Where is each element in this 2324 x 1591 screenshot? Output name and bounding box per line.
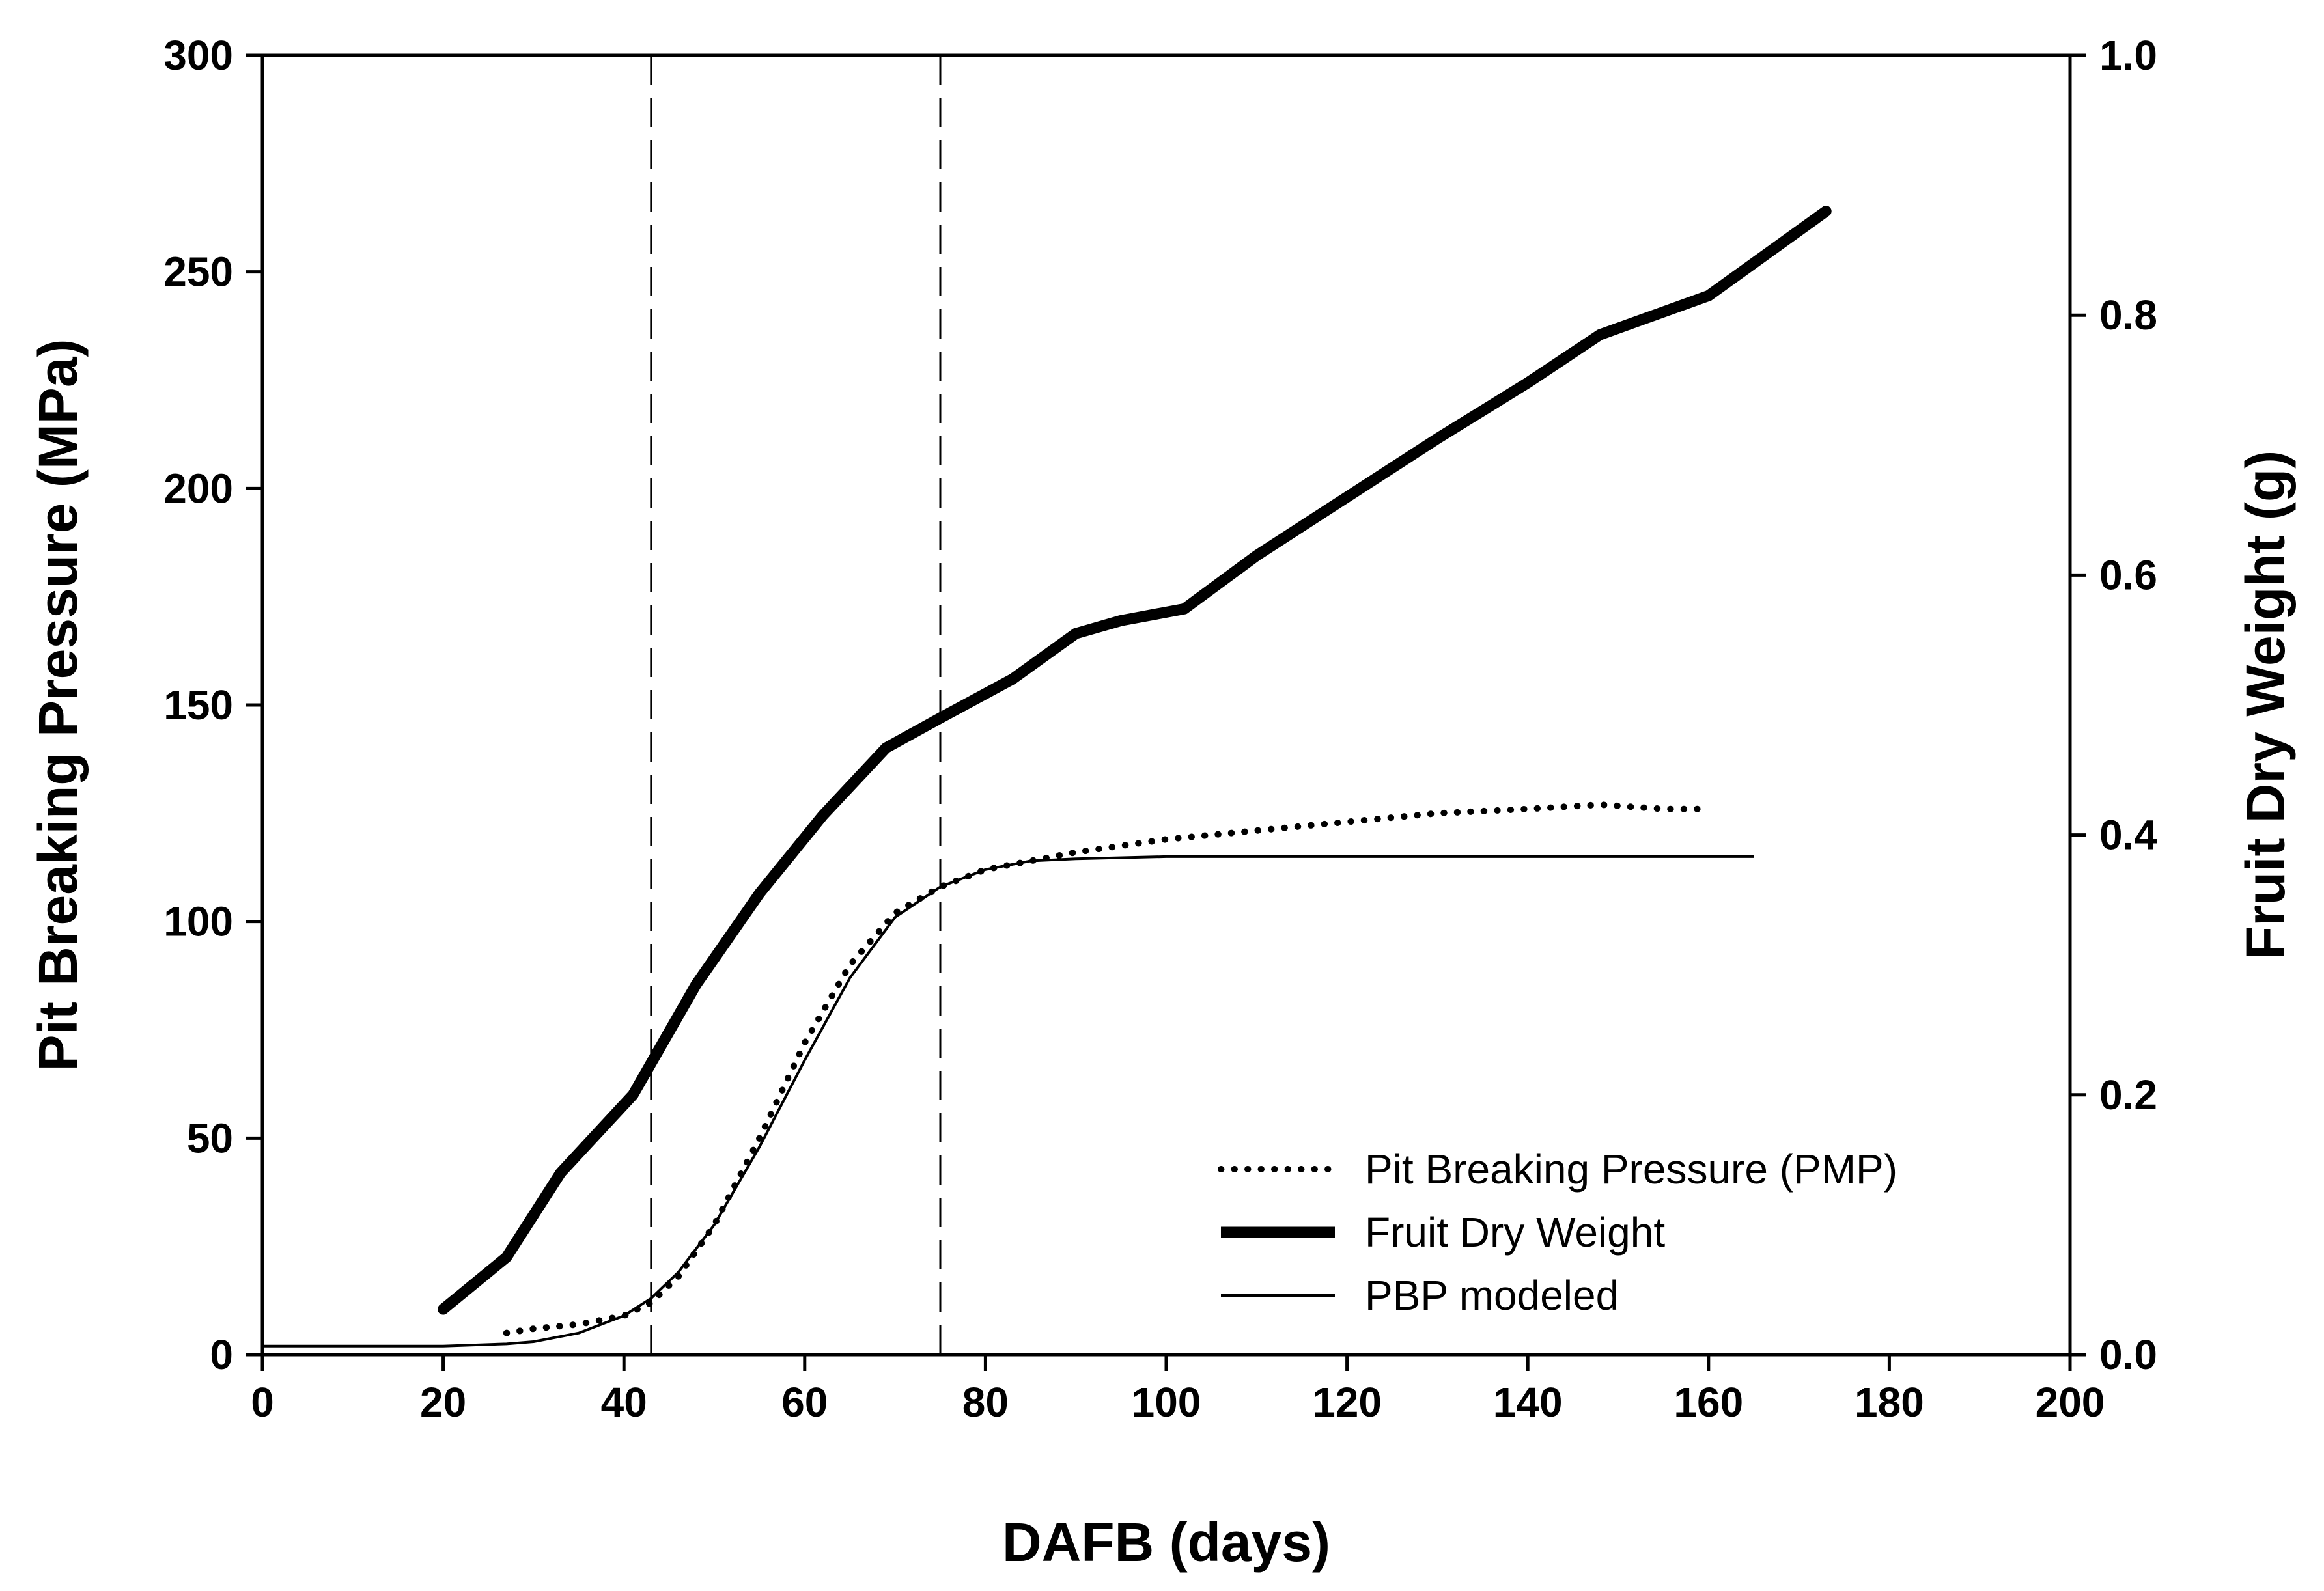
series-pbp-modeled xyxy=(262,855,1754,1348)
y-tick-label: 200 xyxy=(163,465,233,512)
y-tick-label: 0 xyxy=(210,1331,233,1378)
y2-tick-label: 0.2 xyxy=(2099,1072,2157,1118)
y-tick-label: 50 xyxy=(187,1114,233,1161)
y2-tick-label: 1.0 xyxy=(2099,32,2157,79)
x-tick-label: 120 xyxy=(1312,1379,1382,1426)
y-tick-label: 100 xyxy=(163,898,233,945)
y2-tick-label: 0.8 xyxy=(2099,292,2157,339)
y2-tick-label: 0.0 xyxy=(2099,1331,2157,1378)
x-tick-label: 200 xyxy=(2036,1379,2105,1426)
x-axis-title: DAFB (days) xyxy=(1002,1512,1330,1573)
x-tick-label: 60 xyxy=(781,1379,828,1426)
y-axis-title-left: Pit Breaking Pressure (MPa) xyxy=(27,339,89,1071)
x-tick-label: 80 xyxy=(962,1379,1009,1426)
x-tick-label: 0 xyxy=(251,1379,274,1426)
y-tick-label: 300 xyxy=(163,32,233,79)
x-tick-label: 20 xyxy=(420,1379,466,1426)
y2-tick-label: 0.6 xyxy=(2099,551,2157,598)
legend: Pit Breaking Pressure (PMP) Fruit Dry We… xyxy=(1218,1146,1897,1319)
reference-lines xyxy=(650,55,942,1355)
legend-label-modeled: PBP modeled xyxy=(1365,1272,1619,1319)
x-tick-label: 140 xyxy=(1493,1379,1563,1426)
y-axis-title-right: Fruit Dry Weight (g) xyxy=(2235,450,2296,960)
series-pit-breaking-pressure xyxy=(503,801,1712,1336)
x-tick-label: 160 xyxy=(1673,1379,1743,1426)
y-axis-right: 0.0 0.2 0.4 0.6 0.8 1.0 xyxy=(2070,32,2157,1378)
series-fruit-dry-weight xyxy=(438,206,1832,1315)
x-tick-label: 100 xyxy=(1132,1379,1201,1426)
x-tick-label: 180 xyxy=(1855,1379,1924,1426)
y-tick-label: 150 xyxy=(163,682,233,728)
y-tick-label: 250 xyxy=(163,249,233,296)
y2-tick-label: 0.4 xyxy=(2099,812,2157,859)
legend-label-fdw: Fruit Dry Weight xyxy=(1365,1209,1665,1256)
x-axis: 0 20 40 60 80 100 120 140 160 180 200 xyxy=(251,1355,2105,1426)
series-layer xyxy=(262,206,1832,1348)
x-tick-label: 40 xyxy=(601,1379,647,1426)
y-axis-left: 0 50 100 150 200 250 300 xyxy=(163,32,262,1378)
legend-label-pmp: Pit Breaking Pressure (PMP) xyxy=(1365,1146,1897,1193)
